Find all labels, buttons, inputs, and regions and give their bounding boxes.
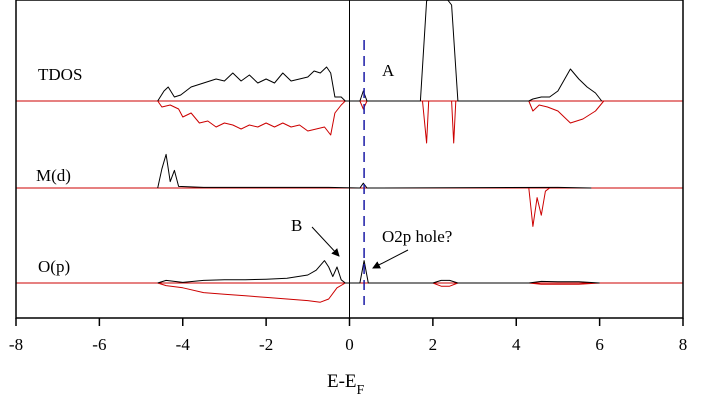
x-axis-label: E-EF	[327, 371, 365, 398]
series-tdos-lower	[157, 100, 605, 144]
x-tick-label: 0	[345, 335, 354, 354]
x-tick-label: 4	[512, 335, 521, 354]
panel-label-tdos: TDOS	[38, 65, 82, 84]
x-axis-label-subscript: F	[357, 383, 365, 398]
x-tick-label: 2	[429, 335, 438, 354]
x-axis-ticks: -8 -6 -4 -2 0 2 4 6 8	[9, 318, 687, 354]
annotation-b-arrow	[311, 226, 340, 257]
annotation-a: A	[382, 61, 395, 80]
panel-label-md: M(d)	[36, 166, 71, 185]
x-tick-label: 8	[679, 335, 688, 354]
annotation-o2p-hole: O2p hole?	[382, 227, 452, 246]
x-tick-label: -2	[259, 335, 273, 354]
series-md-upper	[157, 153, 592, 189]
x-tick-label: -8	[9, 335, 23, 354]
x-tick-label: -6	[92, 335, 106, 354]
series-md-lower	[157, 187, 600, 227]
series-tdos-upper	[157, 0, 603, 102]
series-op-upper	[157, 260, 600, 284]
annotation-b: B	[291, 216, 302, 235]
panel-label-op: O(p)	[38, 257, 70, 276]
x-tick-label: 6	[595, 335, 604, 354]
annotation-o2p-arrow	[372, 249, 409, 269]
series-op-lower	[157, 282, 600, 303]
x-tick-label: -4	[176, 335, 191, 354]
